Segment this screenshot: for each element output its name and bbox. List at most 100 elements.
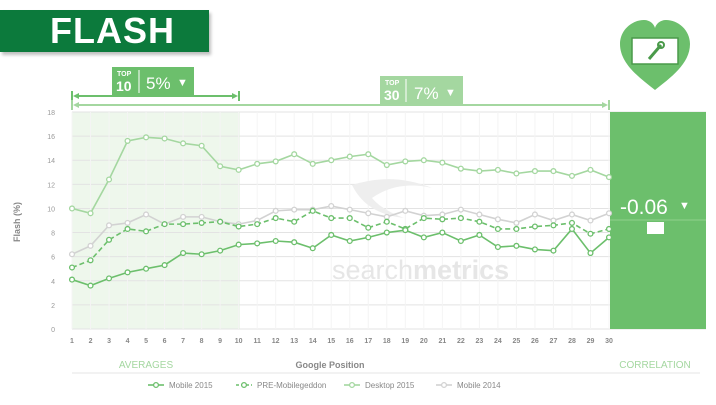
x-tick-label: 21 — [438, 338, 446, 345]
series-point-0 — [587, 250, 594, 257]
series-point-2 — [328, 157, 335, 164]
y-tick-label: 2 — [51, 303, 55, 310]
series-point-3 — [291, 206, 298, 213]
series-point-3 — [439, 211, 446, 218]
top30-summary-box[interactable]: TOP 30 7% ▼ — [380, 76, 463, 105]
series-point-3 — [513, 219, 520, 226]
series-lines — [68, 134, 613, 289]
series-point-0 — [291, 239, 298, 246]
series-line-1 — [71, 209, 610, 269]
legend-label: Mobile 2014 — [457, 381, 501, 390]
top10-dropdown-arrow[interactable]: ▼ — [177, 77, 188, 89]
series-point-1 — [272, 215, 279, 222]
series-point-0 — [217, 247, 224, 254]
series-point-2 — [587, 166, 594, 173]
series-point-0 — [494, 243, 501, 251]
y-axis-label: Flash (%) — [12, 202, 22, 242]
series-point-1 — [568, 219, 576, 226]
x-tick-label: 19 — [401, 338, 409, 345]
series-point-3 — [568, 211, 576, 218]
top30-range-bracket — [71, 100, 610, 110]
legend-label: PRE-Mobilegeddon — [257, 381, 326, 390]
x-tick-label: 30 — [605, 338, 613, 345]
series-point-3 — [531, 211, 538, 218]
top30-dropdown-arrow[interactable]: ▼ — [445, 87, 456, 99]
legend-marker — [240, 381, 248, 389]
top10-rank: 10 — [116, 78, 132, 94]
series-point-2 — [605, 174, 613, 181]
series-point-1 — [105, 236, 113, 243]
series-point-1 — [309, 207, 316, 214]
top10-summary-box[interactable]: TOP 10 5% ▼ — [112, 67, 194, 96]
correlation-value: -0.06 — [620, 196, 668, 219]
series-point-1 — [457, 215, 464, 222]
series-point-2 — [439, 159, 446, 166]
x-tick-label: 13 — [290, 338, 298, 345]
series-point-1 — [254, 221, 261, 228]
x-tick-label: 20 — [420, 338, 428, 345]
series-point-1 — [439, 216, 446, 223]
series-point-2 — [309, 160, 316, 167]
series-point-3 — [365, 210, 372, 217]
series-point-3 — [68, 251, 76, 258]
correlation-dropdown-arrow[interactable]: ▼ — [679, 200, 690, 212]
averages-region — [72, 112, 239, 329]
series-point-2 — [124, 137, 131, 144]
legend-marker — [348, 381, 356, 389]
series-point-1 — [328, 215, 335, 222]
series-point-2 — [531, 168, 538, 175]
series-point-0 — [254, 240, 261, 247]
series-point-0 — [531, 246, 538, 253]
series-point-1 — [587, 230, 594, 237]
top10-prefix: TOP — [117, 71, 132, 78]
x-tick-label: 9 — [218, 338, 222, 345]
series-point-2 — [105, 176, 113, 183]
watermark-metrics: metrics — [413, 255, 509, 285]
x-tick-label: 1 — [70, 338, 74, 345]
series-point-3 — [550, 217, 557, 224]
series-point-3 — [105, 222, 113, 229]
x-tick-label: 11 — [253, 338, 261, 345]
series-point-1 — [68, 264, 76, 271]
legend-label: Mobile 2015 — [169, 381, 213, 390]
series-point-0 — [365, 234, 372, 241]
series-point-0 — [420, 234, 427, 241]
x-tick-label: 17 — [364, 338, 372, 345]
series-point-0 — [143, 265, 150, 272]
series-point-2 — [346, 153, 353, 160]
x-axis-ticks: 1 2 3 4 5 6 7 8 9 10 11 12 13 14 15 16 17 18 19 20 21 22 23 24 2… — [70, 338, 613, 345]
series-point-0 — [513, 242, 520, 249]
x-tick-label: 23 — [475, 338, 483, 345]
series-point-0 — [87, 282, 94, 289]
series-point-0 — [309, 245, 316, 252]
x-tick-label: 4 — [126, 338, 130, 345]
correlation-indicator — [647, 222, 664, 234]
y-tick-label: 4 — [51, 279, 55, 286]
series-point-1 — [476, 218, 483, 225]
series-point-2 — [143, 134, 150, 141]
series-point-0 — [68, 276, 76, 283]
y-tick-label: 14 — [47, 158, 55, 165]
series-point-0 — [328, 231, 335, 239]
series-point-0 — [180, 250, 187, 257]
series-point-1 — [161, 221, 168, 228]
x-tick-label: 22 — [457, 338, 465, 345]
series-point-0 — [161, 262, 168, 269]
series-point-3 — [402, 207, 409, 214]
series-point-0 — [272, 237, 279, 245]
x-tick-label: 14 — [309, 338, 317, 345]
series-point-0 — [568, 225, 576, 232]
series-point-2 — [198, 142, 205, 149]
series-point-2 — [457, 165, 464, 172]
averages-label: AVERAGES — [119, 360, 174, 371]
x-tick-label: 18 — [383, 338, 391, 345]
series-point-3 — [605, 210, 613, 217]
series-point-2 — [476, 168, 483, 175]
series-point-2 — [383, 161, 390, 169]
x-tick-label: 7 — [181, 338, 185, 345]
series-point-1 — [346, 215, 353, 222]
x-tick-label: 28 — [568, 338, 576, 345]
series-point-1 — [291, 218, 298, 225]
top30-prefix: TOP — [385, 80, 400, 87]
